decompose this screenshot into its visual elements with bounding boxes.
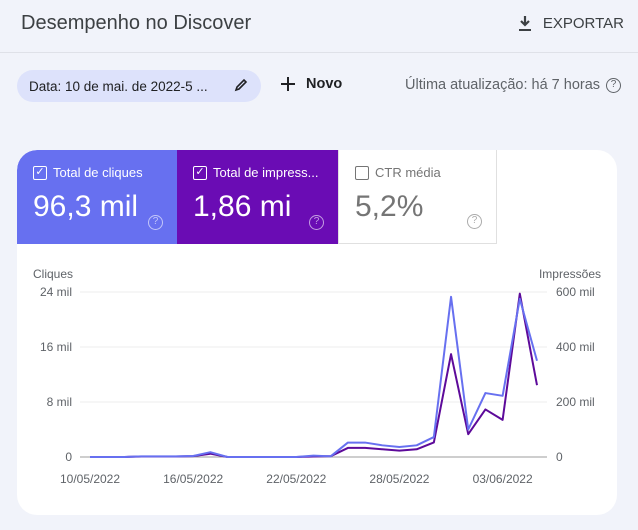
x-tick-label: 03/06/2022 [473,472,533,486]
checkbox-checked-icon[interactable]: ✓ [33,165,47,180]
metric-label: Total de impress... [213,165,319,180]
x-tick-label: 22/05/2022 [266,472,326,486]
help-icon[interactable]: ? [148,215,163,230]
plus-icon [281,77,295,91]
x-tick-label: 10/05/2022 [60,472,120,486]
export-label: EXPORTAR [542,14,624,32]
header: Desempenho no Discover EXPORTAR [0,0,638,53]
right-tick-label: 0 [556,450,563,464]
left-tick-label: 16 mil [40,340,72,354]
edit-pencil-icon[interactable] [233,77,249,93]
performance-card: ✓ Total de cliques 96,3 mil ? ✓ Total de i… [17,150,617,515]
right-tick-label: 600 mil [556,285,595,299]
right-tick-label: 200 mil [556,395,595,409]
new-filter-button[interactable]: Novo [280,76,342,92]
series-line-impressões [90,292,538,458]
last-update: Última atualização: há 7 horas ? [405,77,622,93]
help-icon[interactable]: ? [309,215,324,230]
export-button[interactable]: EXPORTAR [517,14,624,32]
right-tick-label: 400 mil [556,340,595,354]
metric-card-clicks[interactable]: ✓ Total de cliques 96,3 mil ? [17,150,177,244]
metric-card-impressions[interactable]: ✓ Total de impress... 1,86 mi ? [177,150,338,244]
right-axis-label: Impressões [539,267,601,281]
metric-value: 5,2% [355,190,424,223]
left-axis-label: Cliques [33,267,73,281]
x-tick-label: 28/05/2022 [369,472,429,486]
x-tick-label: 16/05/2022 [163,472,223,486]
last-update-text: Última atualização: há 7 horas [405,77,601,93]
left-tick-label: 8 mil [47,395,72,409]
metric-card-ctr[interactable]: CTR média 5,2% ? [338,150,497,244]
left-tick-label: 24 mil [40,285,72,299]
left-tick-label: 0 [65,450,72,464]
new-filter-label: Novo [306,76,343,92]
metric-label: Total de cliques [53,165,143,180]
page-title: Desempenho no Discover [21,12,252,34]
date-filter-chip[interactable]: Data: 10 de mai. de 2022-5 ... [17,70,261,102]
help-icon[interactable]: ? [467,214,482,229]
checkbox-checked-icon[interactable]: ✓ [193,165,207,180]
checkbox-unchecked-icon[interactable] [355,165,369,180]
metric-value: 1,86 mi [193,190,292,223]
line-chart: Cliques Impressões 0 0 8 mil 200 mil 16 mil 4… [33,267,601,486]
help-icon[interactable]: ? [606,77,622,93]
date-filter-label: Data: 10 de mai. de 2022-5 ... [29,78,208,94]
metric-value: 96,3 mil [33,190,139,223]
metric-label: CTR média [375,165,441,180]
download-icon [518,16,531,31]
series-line-cliques [90,295,538,458]
